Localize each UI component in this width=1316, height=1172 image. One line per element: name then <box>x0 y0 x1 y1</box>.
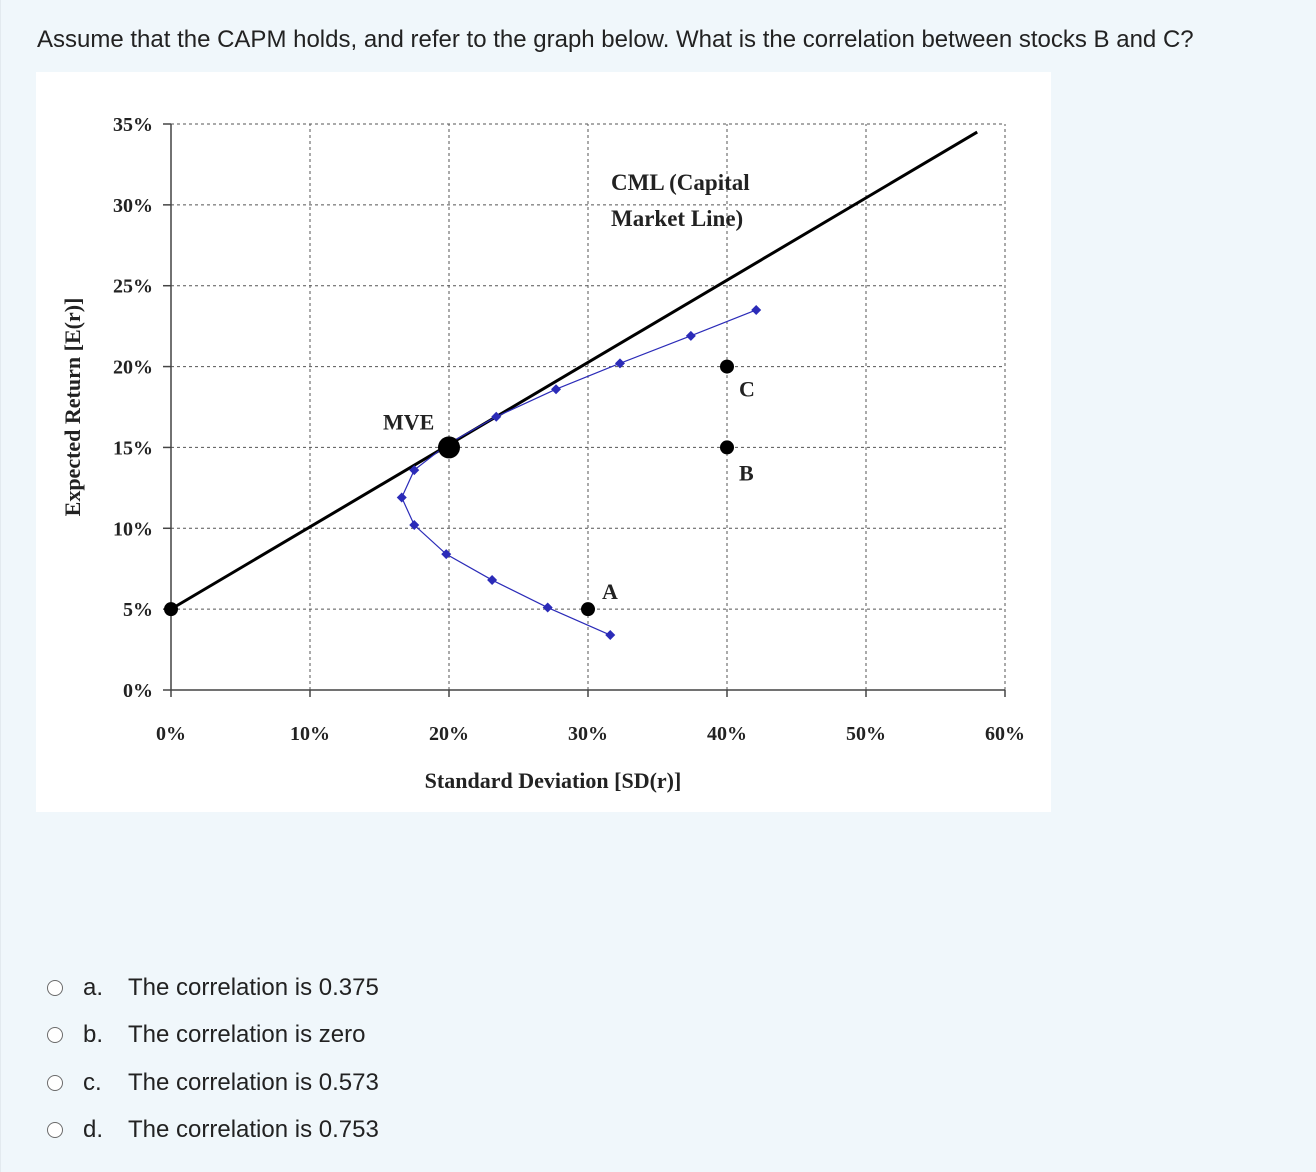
x-tick-label: 40% <box>707 723 747 745</box>
point-b <box>720 440 734 455</box>
y-tick-label: 10% <box>113 518 153 540</box>
y-tick-label: 5% <box>123 599 153 621</box>
point-label: C <box>739 377 755 402</box>
answer-letter: c. <box>83 1068 102 1096</box>
answer-option-b[interactable]: b. The correlation is zero <box>47 1012 379 1060</box>
radio-button-b[interactable] <box>47 1027 63 1044</box>
y-tick-label: 25% <box>113 276 153 298</box>
point-label: MVE <box>383 409 434 434</box>
point-a <box>581 602 595 617</box>
point-mve <box>438 436 460 459</box>
frontier-marker <box>396 492 407 503</box>
answer-text: The correlation is 0.573 <box>128 1068 379 1096</box>
answer-option-c[interactable]: c. The correlation is 0.573 <box>47 1059 379 1107</box>
answer-list: a. The correlation is 0.375 b. The corre… <box>47 964 379 1154</box>
y-tick-label: 15% <box>113 437 153 459</box>
frontier-marker <box>605 630 616 641</box>
cml-line <box>170 130 978 611</box>
answer-text: The correlation is zero <box>128 1021 366 1049</box>
y-tick-label: 20% <box>113 357 153 379</box>
x-tick-label: 50% <box>846 723 886 745</box>
y-tick-label: 30% <box>113 195 153 217</box>
radio-button-d[interactable] <box>47 1122 63 1139</box>
point-label: B <box>739 460 754 485</box>
radio-button-a[interactable] <box>47 979 63 996</box>
answer-letter: b. <box>83 1021 104 1049</box>
answer-text: The correlation is 0.753 <box>128 1116 379 1144</box>
frontier-marker <box>551 384 562 395</box>
frontier-marker <box>487 575 498 586</box>
y-axis-label: Expected Return [E(r)] <box>60 298 85 517</box>
y-tick-label: 0% <box>123 680 153 702</box>
chart-figure: 0% 5% 10% 15% 20% 25% 30% 35% 0% 10% 20% 30% 40% 50% 6… <box>36 72 1051 812</box>
cml-annotation: CML (Capital <box>611 170 750 195</box>
x-tick-label: 10% <box>290 723 330 745</box>
chart-svg: 0% 5% 10% 15% 20% 25% 30% 35% 0% 10% 20% 30% 40% 50% 6… <box>60 114 1025 793</box>
frontier-line <box>401 309 757 636</box>
frontier-marker <box>491 411 502 422</box>
x-tick-label: 0% <box>156 723 186 745</box>
answer-text: The correlation is 0.375 <box>128 973 379 1001</box>
radio-button-c[interactable] <box>47 1074 63 1091</box>
answer-option-a[interactable]: a. The correlation is 0.375 <box>47 964 379 1012</box>
point-c <box>720 359 734 374</box>
risk-free-point <box>164 602 178 617</box>
question-text: Assume that the CAPM holds, and refer to… <box>37 26 1194 53</box>
point-label: A <box>602 579 618 604</box>
answer-letter: a. <box>83 973 104 1001</box>
y-tick-label: 35% <box>113 114 153 136</box>
frontier-marker <box>441 549 452 560</box>
cml-annotation: Market Line) <box>611 206 743 231</box>
frontier-marker <box>751 304 762 315</box>
x-tick-label: 20% <box>429 723 469 745</box>
x-tick-label: 30% <box>568 723 608 745</box>
frontier-marker <box>409 465 420 476</box>
x-axis-label: Standard Deviation [SD(r)] <box>425 768 682 793</box>
x-tick-label: 60% <box>985 723 1025 745</box>
frontier-marker <box>542 602 553 613</box>
frontier-marker <box>685 330 696 341</box>
answer-letter: d. <box>83 1116 104 1144</box>
frontier-marker <box>614 358 625 369</box>
answer-option-d[interactable]: d. The correlation is 0.753 <box>47 1107 379 1155</box>
frontier-marker <box>409 520 420 531</box>
